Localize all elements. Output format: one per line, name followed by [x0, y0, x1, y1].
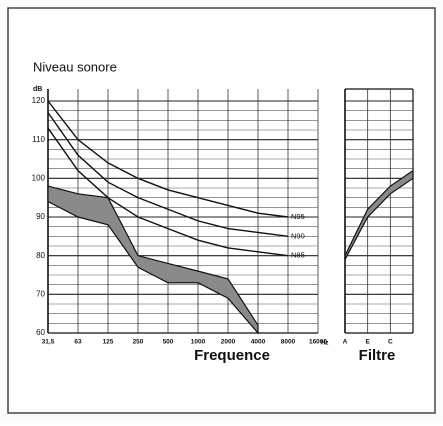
- x-axis-label: Frequence: [194, 347, 270, 364]
- curve: [47, 112, 289, 238]
- noise-band: [47, 185, 259, 335]
- x-tick-label: 125: [103, 339, 114, 346]
- y-tick-label: 80: [36, 251, 45, 260]
- curve-label: N90: [291, 231, 305, 240]
- x-tick-label: 8000: [281, 339, 296, 346]
- x-tick-label: 63: [74, 339, 82, 346]
- y-tick-label: 90: [36, 212, 45, 221]
- y-tick-label: 60: [36, 328, 45, 337]
- y-axis-label: dB: [33, 86, 42, 93]
- curve: [47, 100, 289, 218]
- x-unit: Hz: [321, 341, 328, 347]
- x-tick-label: 2000: [221, 339, 236, 346]
- x-tick-label: 31,5: [42, 339, 55, 346]
- chart-title: Niveau sonore: [33, 59, 117, 74]
- x-tick-label: 16000: [309, 339, 327, 346]
- y-tick-label: 110: [32, 135, 45, 144]
- filter-band: [344, 169, 414, 260]
- y-tick-label: 100: [32, 173, 46, 182]
- curve-label: N95: [291, 212, 305, 221]
- y-tick-label: 120: [32, 96, 46, 105]
- x-tick-label: 500: [163, 339, 174, 346]
- x-tick-label: E: [365, 339, 370, 346]
- x-tick-label: 1000: [191, 339, 206, 346]
- y-tick-label: 70: [36, 289, 45, 298]
- curve: [47, 127, 289, 257]
- curve-label: N85: [291, 251, 305, 260]
- x-tick-label: C: [388, 339, 393, 346]
- filter-title: Filtre: [359, 347, 396, 364]
- x-tick-label: 4000: [251, 339, 266, 346]
- x-tick-label: 250: [133, 339, 144, 346]
- x-tick-label: A: [343, 339, 348, 346]
